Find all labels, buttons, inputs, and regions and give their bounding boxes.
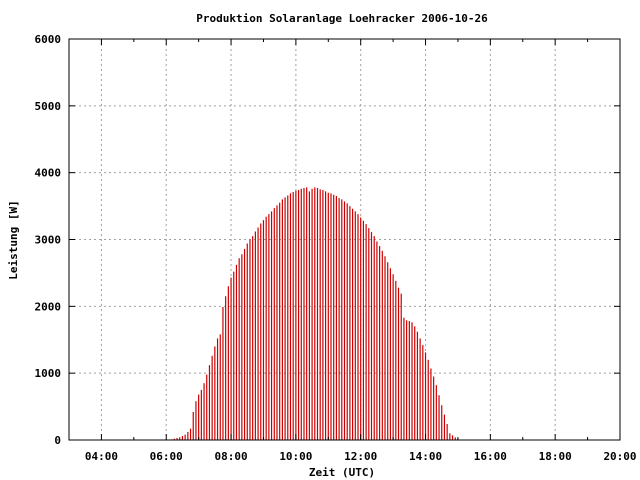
y-tick-label: 0 — [54, 434, 61, 447]
y-tick-label: 2000 — [35, 300, 62, 313]
y-tick-label: 4000 — [35, 167, 62, 180]
y-tick-label: 6000 — [35, 33, 62, 46]
x-tick-label: 04:00 — [85, 450, 118, 463]
axis-ticks — [69, 38, 621, 441]
y-tick-label: 3000 — [35, 234, 62, 247]
y-axis-label: Leistung [W] — [7, 200, 20, 279]
y-tick-label: 1000 — [35, 367, 62, 380]
x-tick-label: 18:00 — [539, 450, 572, 463]
x-tick-label: 10:00 — [279, 450, 312, 463]
x-tick-labels: 04:00 06:00 08:00 10:00 12:00 14:00 16:00 18:00… — [85, 450, 637, 463]
y-tick-label: 5000 — [35, 100, 62, 113]
x-tick-label: 16:00 — [474, 450, 507, 463]
chart-title: Produktion Solaranlage Loehracker 2006-1… — [196, 12, 488, 25]
x-tick-label: 20:00 — [603, 450, 636, 463]
x-tick-label: 12:00 — [344, 450, 377, 463]
y-tick-labels: 0 1000 2000 3000 4000 5000 6000 — [35, 33, 62, 447]
x-tick-label: 06:00 — [150, 450, 183, 463]
x-tick-label: 14:00 — [409, 450, 442, 463]
x-tick-label: 08:00 — [214, 450, 247, 463]
x-axis-label: Zeit (UTC) — [309, 466, 375, 479]
bar-series — [171, 187, 459, 440]
